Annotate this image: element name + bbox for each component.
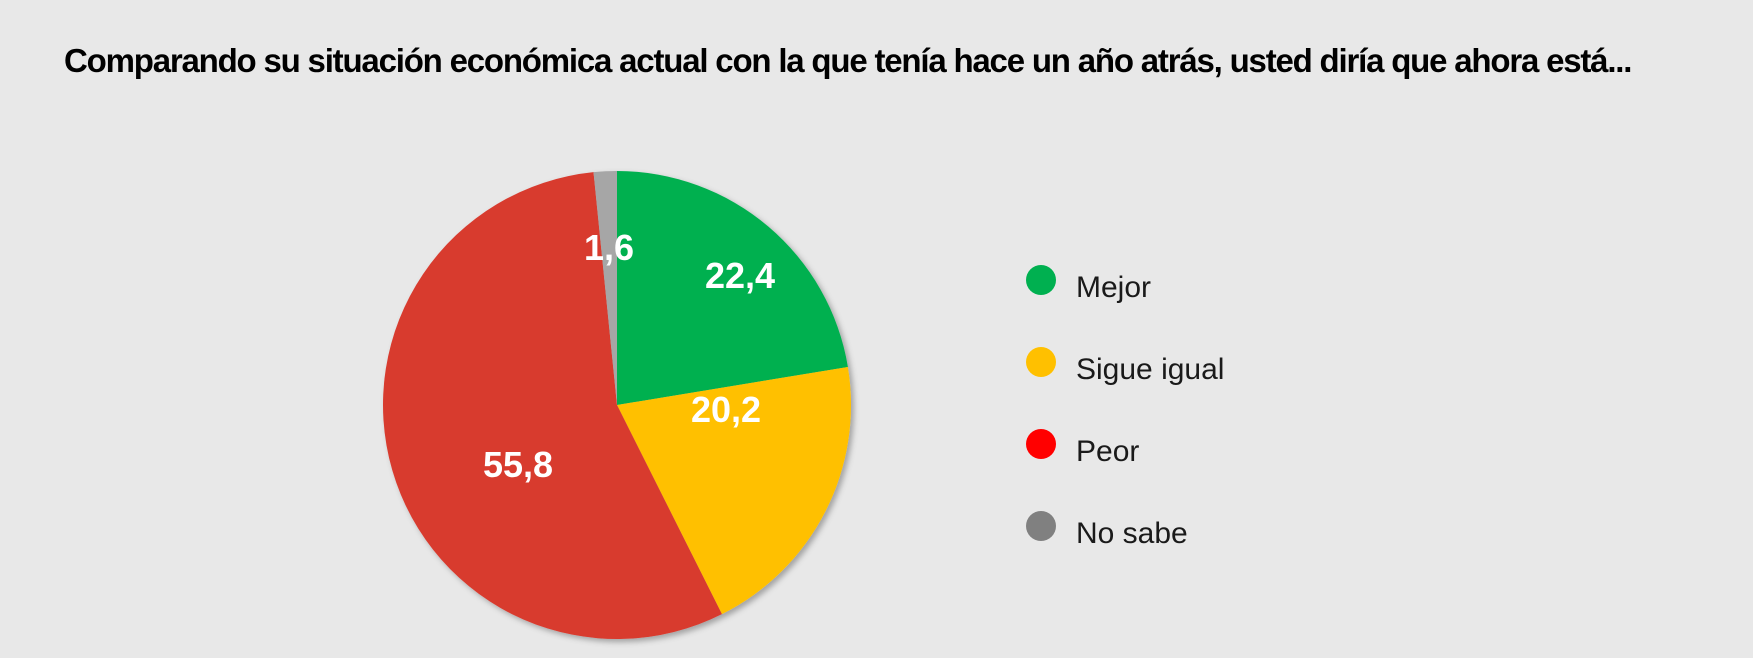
legend: Mejor Sigue igual Peor No sabe: [1026, 265, 1224, 550]
legend-label: Mejor: [1076, 271, 1151, 304]
pie-slice-labels: 22,4 20,2 55,8 1,6: [483, 227, 775, 485]
slice-value-label: 20,2: [691, 389, 761, 430]
legend-marker-peor: [1026, 429, 1056, 459]
legend-marker-mejor: [1026, 265, 1056, 295]
legend-marker-no-sabe: [1026, 511, 1056, 541]
pie-slice-sigue-igual: [617, 366, 851, 615]
slice-value-label: 22,4: [705, 255, 775, 296]
legend-label: No sabe: [1076, 517, 1188, 550]
pie-slice-mejor: [617, 171, 848, 405]
slice-value-label: 55,8: [483, 444, 553, 485]
legend-marker-sigue-igual: [1026, 347, 1056, 377]
chart-title: Comparando su situación económica actual…: [64, 42, 1632, 79]
pie-slice-no-sabe: [593, 171, 617, 405]
legend-label: Sigue igual: [1076, 353, 1224, 386]
legend-label: Peor: [1076, 435, 1139, 468]
pie-slices: [383, 171, 851, 639]
pie-slice-peor: [383, 172, 722, 639]
slice-value-label: 1,6: [584, 227, 634, 268]
